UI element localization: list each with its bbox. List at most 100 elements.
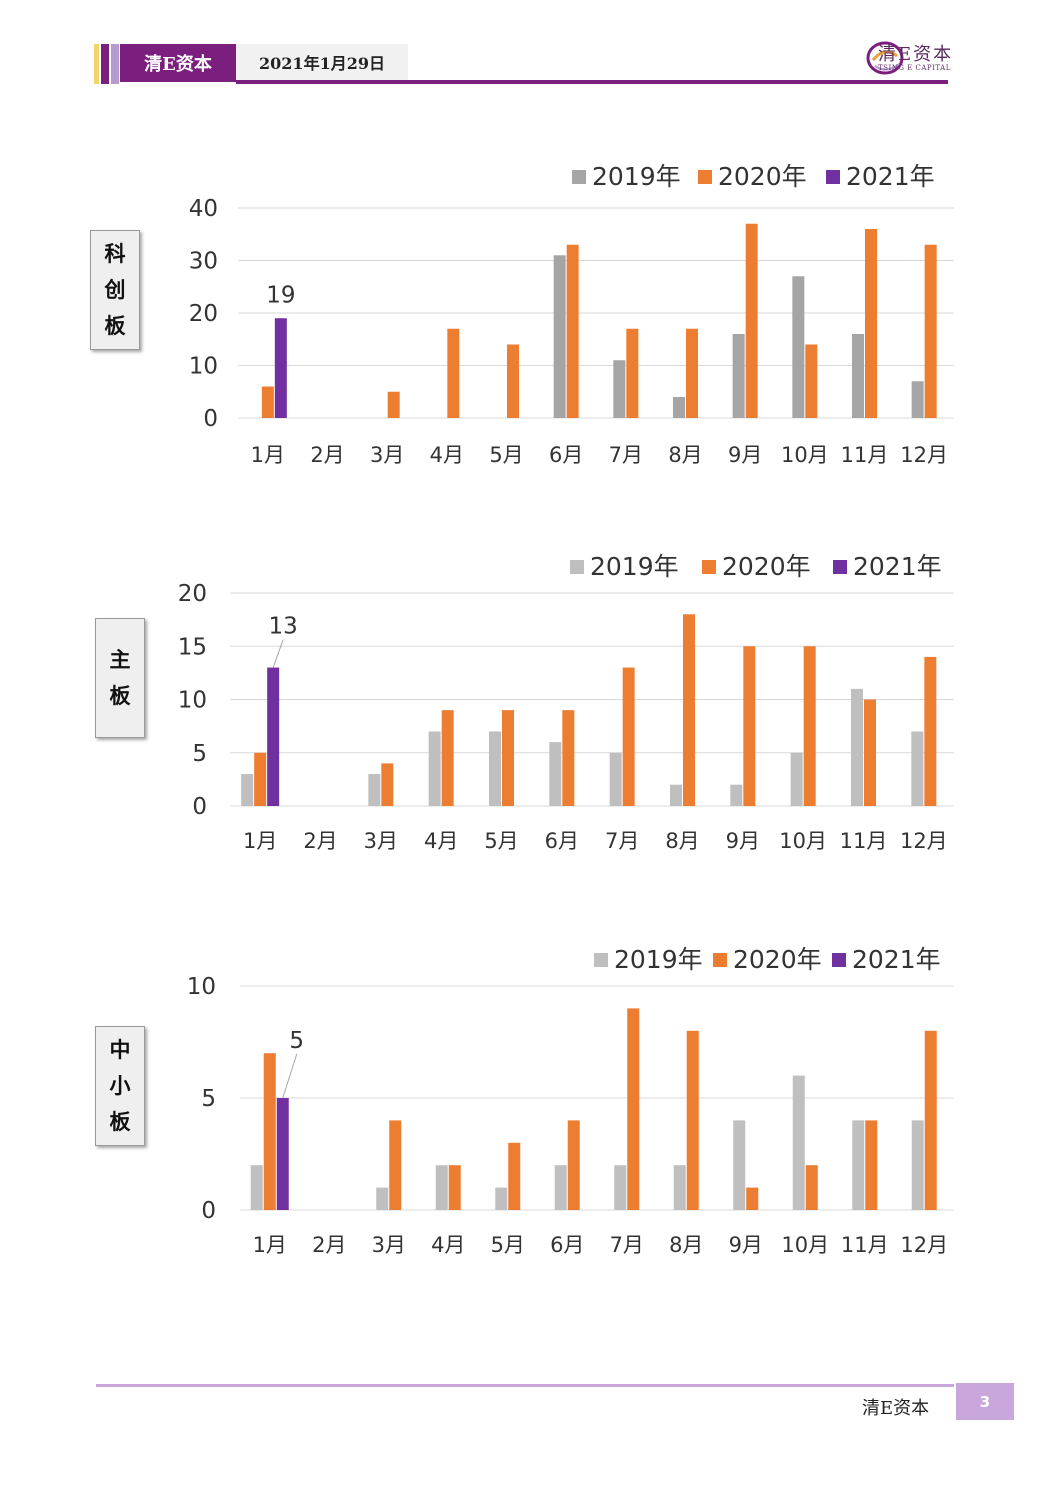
bar <box>743 646 756 806</box>
footer-brand: 清E资本 <box>862 1398 930 1419</box>
bar <box>276 1098 289 1210</box>
bar <box>376 1187 389 1210</box>
bar <box>495 1187 508 1210</box>
y-tick-label: 20 <box>189 301 218 327</box>
bar <box>241 774 254 806</box>
y-tick-label: 5 <box>201 1086 216 1112</box>
legend-label: 2020年 <box>733 945 822 974</box>
bar <box>261 386 274 418</box>
bar <box>911 731 924 806</box>
x-tick-label: 5月 <box>489 443 523 467</box>
bar <box>673 1165 686 1210</box>
label-star-market: 科 创 板 <box>90 230 140 350</box>
data-label: 5 <box>289 1028 304 1054</box>
bar <box>852 334 864 418</box>
bar <box>805 344 818 418</box>
legend-label: 2019年 <box>592 162 681 191</box>
x-tick-label: 7月 <box>609 443 643 467</box>
chart-sme-board: 0 5 10 5 1月 2月 3月 4月 5月 6月 7月 8月 9月 10月 11月 12月 2019年 202… <box>0 935 1051 1275</box>
chart-svg: 0 10 20 30 40 19 1月 2月 3月 4月 5月 6月 7月 8月 9月 10月 11月 12月 20… <box>189 162 954 467</box>
y-tick-label: 0 <box>192 794 207 820</box>
legend-swatch <box>572 170 586 184</box>
legend-label: 2020年 <box>722 552 811 581</box>
x-tick-label: 10月 <box>781 443 829 467</box>
x-tick-label: 7月 <box>610 1233 644 1257</box>
x-tick-label: 9月 <box>726 829 760 853</box>
bar <box>448 1165 461 1210</box>
bar <box>381 763 394 806</box>
y-tick-label: 5 <box>192 741 207 767</box>
y-tick-label: 15 <box>178 634 207 660</box>
bar <box>567 1120 580 1210</box>
bar <box>686 328 698 418</box>
bar <box>489 731 501 806</box>
x-tick-label: 1月 <box>253 1233 287 1257</box>
bar <box>865 229 877 418</box>
x-tick-label: 8月 <box>669 1233 703 1257</box>
legend-swatch <box>698 170 712 184</box>
x-tick-label: 12月 <box>900 829 948 853</box>
legend-label: 2021年 <box>846 162 935 191</box>
legend-swatch <box>833 560 847 574</box>
bar <box>387 391 400 418</box>
label-char: 板 <box>109 1110 131 1134</box>
bar <box>609 752 622 806</box>
x-tick-label: 10月 <box>781 1233 829 1257</box>
bar <box>924 1030 937 1210</box>
header-date: 2021年1月29日 <box>236 44 408 80</box>
y-tick-label: 0 <box>201 1198 216 1224</box>
page-number: 3 <box>956 1383 1014 1420</box>
x-tick-label: 11月 <box>841 443 889 467</box>
x-tick-label: 12月 <box>900 1233 948 1257</box>
x-tick-label: 5月 <box>484 829 518 853</box>
bar <box>627 1008 640 1210</box>
bar <box>549 742 562 806</box>
bar <box>911 1120 924 1210</box>
bar <box>502 710 514 806</box>
legend-label: 2021年 <box>852 945 941 974</box>
chart-star-market: 0 10 20 30 40 19 1月 2月 3月 4月 5月 6月 7月 8月 9月 10月 11月 12月 20… <box>0 150 1051 480</box>
x-tick-label: 8月 <box>668 443 702 467</box>
bar <box>865 1120 878 1210</box>
y-tick-label: 40 <box>189 196 218 222</box>
bar <box>562 710 575 806</box>
bar <box>508 1142 521 1210</box>
bar <box>553 255 566 418</box>
legend-swatch <box>832 953 846 967</box>
bar <box>441 710 454 806</box>
data-label-leader <box>282 1053 298 1099</box>
label-char: 板 <box>109 684 131 708</box>
y-tick-label: 10 <box>178 688 207 714</box>
x-tick-label: 9月 <box>729 1233 763 1257</box>
bar <box>745 223 758 418</box>
bar <box>435 1165 448 1210</box>
bar <box>554 1165 567 1210</box>
bar <box>803 646 816 806</box>
data-label-leader <box>272 639 284 668</box>
header-brand: 清E资本 <box>120 44 236 82</box>
bar <box>924 244 937 418</box>
x-tick-label: 4月 <box>430 443 464 467</box>
x-tick-label: 8月 <box>665 829 699 853</box>
header-stripe-lavender <box>111 44 119 84</box>
bar <box>267 667 280 806</box>
legend-label: 2021年 <box>853 552 942 581</box>
bar <box>686 1030 699 1210</box>
x-tick-label: 11月 <box>840 829 888 853</box>
bar <box>250 1165 263 1210</box>
x-tick-label: 2月 <box>310 443 344 467</box>
bar <box>792 1075 805 1210</box>
x-tick-label: 11月 <box>841 1233 889 1257</box>
bar <box>368 774 381 806</box>
x-tick-label: 1月 <box>251 443 285 467</box>
bar <box>733 1120 746 1210</box>
bar <box>805 1165 818 1210</box>
page-header: 清E资本 2021年1月29日 清E资本 TSING E CAPITAL <box>0 0 1051 100</box>
y-tick-label: 20 <box>178 581 207 607</box>
x-tick-label: 4月 <box>424 829 458 853</box>
legend-swatch <box>826 170 840 184</box>
bar <box>911 381 924 418</box>
y-tick-label: 10 <box>187 974 216 1000</box>
legend-swatch <box>570 560 584 574</box>
bar <box>263 1053 276 1210</box>
